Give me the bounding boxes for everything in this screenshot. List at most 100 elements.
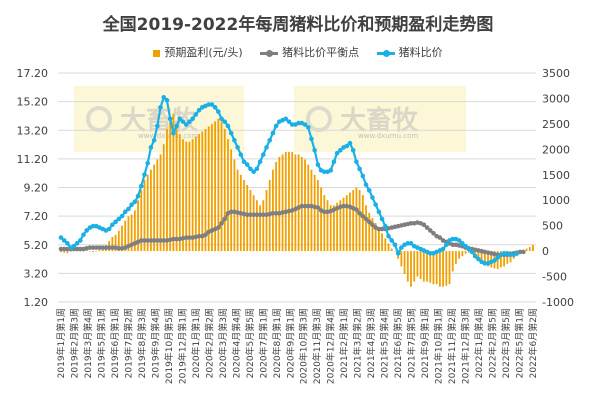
ratio-point <box>183 122 189 127</box>
ratio-point <box>110 222 115 228</box>
legend-swatch-breakeven <box>260 49 279 57</box>
ratio-point <box>116 216 122 222</box>
breakeven-point <box>171 236 176 242</box>
profit-bar <box>130 214 133 252</box>
x-tick-label: 2019年5月第1周 <box>95 308 107 378</box>
y-left-tick-label: 13.20 <box>17 124 49 137</box>
profit-bar <box>146 174 149 252</box>
ratio-point <box>232 137 237 143</box>
legend-item-ratio: 猪料比价 <box>376 44 443 60</box>
profit-bar <box>63 251 66 253</box>
ratio-point <box>350 147 356 153</box>
profit-bar <box>365 205 367 252</box>
x-tick-label: 2019年1月第1周 <box>55 308 67 378</box>
profit-bar <box>467 251 470 253</box>
breakeven-point <box>341 203 346 209</box>
profit-bar <box>422 251 425 282</box>
x-tick-label: 2022年6月第2周 <box>527 308 539 378</box>
ratio-point <box>376 209 382 215</box>
profit-bar <box>153 164 156 252</box>
legend-swatch-profit <box>153 49 161 57</box>
profit-bar <box>532 245 534 252</box>
profit-bar <box>98 250 101 252</box>
ratio-point <box>379 216 385 222</box>
profit-bar <box>69 251 72 252</box>
breakeven-point <box>100 245 106 250</box>
ratio-point <box>61 238 67 243</box>
breakeven-point <box>244 212 250 217</box>
profit-bar <box>419 251 422 280</box>
breakeven-point <box>103 245 109 250</box>
profit-bar <box>201 131 204 252</box>
ratio-point <box>289 122 295 127</box>
ratio-point <box>366 188 372 193</box>
breakeven-point <box>196 233 202 239</box>
ratio-point <box>257 159 263 165</box>
profit-bar <box>223 128 226 252</box>
breakeven-point <box>254 212 260 217</box>
ratio-point <box>142 172 147 177</box>
profit-bar <box>355 187 358 252</box>
ratio-point <box>363 182 369 187</box>
breakeven-point <box>376 226 382 232</box>
ratio-point <box>167 116 173 122</box>
ratio-point <box>174 123 179 129</box>
breakeven-point <box>90 245 96 250</box>
profit-bar <box>288 151 290 252</box>
legend-item-profit: 预期盈利(元/头) <box>153 44 243 60</box>
profit-bar <box>233 159 236 252</box>
profit-bar <box>374 223 377 252</box>
profit-bar <box>455 251 457 264</box>
ratio-point <box>373 202 378 207</box>
breakeven-point <box>77 246 83 252</box>
ratio-point <box>158 105 163 110</box>
profit-bar <box>214 121 217 252</box>
x-tick-label: 2019年12月第1周 <box>176 308 188 384</box>
ratio-point <box>65 241 70 246</box>
ratio-point <box>135 193 141 199</box>
watermark-right: 大畜牧 www.dxumu.com <box>294 86 466 152</box>
x-tick-label: 2021年12月第3周 <box>460 308 472 384</box>
ratio-point <box>225 123 231 129</box>
ratio-point <box>296 120 301 126</box>
breakeven-point <box>138 238 144 243</box>
ratio-point <box>180 119 186 124</box>
x-tick-label: 2021年5月第4周 <box>379 308 391 378</box>
x-tick-label: 2020年8月第1周 <box>271 308 283 378</box>
profit-bar <box>352 190 355 252</box>
profit-bar <box>159 154 162 252</box>
ratio-point <box>476 256 481 262</box>
legend-swatch-ratio <box>376 49 395 57</box>
profit-bar <box>265 190 268 252</box>
ratio-point <box>334 150 340 156</box>
profit-bar <box>448 251 451 285</box>
ratio-point <box>408 241 414 246</box>
ratio-point <box>71 243 77 249</box>
x-tick-label: 2021年3月第2周 <box>352 308 364 378</box>
ratio-point <box>283 116 289 122</box>
ratio-point <box>267 137 273 143</box>
profit-bar <box>320 187 322 252</box>
breakeven-point <box>110 245 115 250</box>
profit-bar <box>297 154 300 252</box>
ratio-point <box>122 209 128 215</box>
profit-bar <box>377 228 380 252</box>
profit-bar <box>361 195 364 252</box>
ratio-point <box>244 162 250 167</box>
ratio-point <box>466 246 472 252</box>
profit-bar <box>381 233 383 252</box>
ratio-point <box>392 242 398 248</box>
profit-bar <box>140 190 143 252</box>
ratio-point <box>514 251 520 256</box>
profit-bar <box>435 251 438 285</box>
profit-bar <box>474 251 477 257</box>
profit-bar <box>528 247 531 252</box>
breakeven-point <box>270 210 276 216</box>
y-left-tick-label: 5.20 <box>24 239 49 252</box>
profit-bar <box>349 192 351 252</box>
profit-bar <box>220 121 223 252</box>
ratio-point <box>463 243 468 249</box>
profit-bar <box>259 205 261 252</box>
x-tick-label: 2020年2月第2周 <box>203 308 215 378</box>
y-right-tick-label: -1000 <box>542 296 574 309</box>
